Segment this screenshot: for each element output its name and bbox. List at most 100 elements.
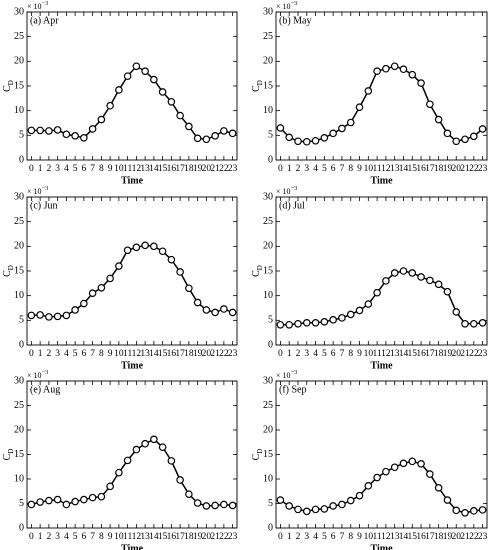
data-point: [202, 135, 211, 144]
y-axis-label: CD: [2, 265, 14, 277]
x-tick-label: 1: [287, 349, 292, 359]
data-point: [220, 500, 228, 509]
data-point: [294, 319, 302, 328]
plot-frame: [275, 380, 488, 529]
panel-title: (f) Sep: [279, 384, 307, 395]
data-point: [461, 135, 469, 144]
x-tick-label: 4: [313, 164, 318, 174]
data-point: [399, 459, 408, 468]
y-label-main: C: [251, 270, 262, 277]
data-point: [167, 97, 176, 106]
x-tick-label: 13: [390, 532, 400, 542]
x-tick-label: 12: [132, 164, 142, 174]
data-point: [276, 320, 285, 329]
x-tick-label: 10: [114, 164, 124, 174]
data-point: [193, 298, 202, 307]
data-point: [185, 490, 193, 498]
data-point: [434, 280, 443, 289]
data-point: [80, 299, 88, 308]
y-tick-label: 20: [263, 241, 273, 252]
y-label-sub: D: [7, 80, 15, 85]
x-tick-label: 17: [425, 349, 435, 359]
x-tick-label: 15: [408, 349, 418, 359]
data-point: [302, 318, 311, 327]
data-point: [329, 502, 337, 510]
y-tick-label: 30: [263, 191, 273, 202]
x-axis-label: Time: [121, 175, 144, 186]
data-point: [71, 132, 79, 140]
x-tick-label: 4: [64, 164, 69, 174]
x-tick-label: 23: [478, 532, 488, 542]
data-point: [364, 87, 373, 95]
x-tick-label: 7: [340, 532, 345, 542]
x-tick-label: 23: [228, 532, 238, 542]
x-tick-label: 17: [425, 532, 435, 542]
x-tick-label: 7: [340, 164, 345, 174]
y-tick-label: 0: [19, 339, 24, 350]
data-point: [132, 445, 141, 454]
y-tick-label: 0: [268, 154, 273, 165]
x-tick-label: 17: [175, 164, 185, 174]
data-point: [329, 316, 337, 324]
data-point: [329, 129, 337, 138]
scale-base: × 10: [27, 371, 42, 380]
y-tick-label: 15: [263, 80, 273, 91]
data-point: [302, 137, 311, 146]
x-tick-label: 6: [331, 164, 336, 174]
x-tick-label: 7: [90, 164, 95, 174]
data-point: [399, 267, 408, 275]
data-line: [280, 270, 483, 326]
x-tick-label: 3: [304, 349, 309, 359]
y-tick-label: 25: [14, 400, 24, 411]
y-tick-label: 20: [14, 424, 24, 435]
data-point: [158, 247, 167, 256]
y-tick-label: 0: [19, 522, 24, 533]
data-point: [373, 288, 381, 297]
data-point: [311, 318, 320, 327]
x-tick-label: 18: [184, 349, 194, 359]
y-tick-label: 30: [14, 6, 24, 17]
x-tick-label: 19: [193, 349, 203, 359]
data-point: [71, 497, 79, 506]
data-point: [390, 62, 399, 71]
data-point: [285, 502, 293, 510]
data-point: [382, 64, 390, 73]
x-tick-label: 6: [331, 349, 336, 359]
x-tick-label: 5: [322, 349, 327, 359]
y-tick-label: 0: [19, 154, 24, 165]
scale-base: × 10: [276, 2, 291, 11]
data-point: [399, 65, 408, 74]
x-tick-label: 4: [313, 532, 318, 542]
data-point: [434, 484, 443, 492]
x-tick-label: 12: [381, 532, 391, 542]
x-tick-label: 13: [390, 164, 400, 174]
x-tick-label: 2: [296, 349, 301, 359]
x-tick-label: 0: [29, 164, 34, 174]
x-tick-label: 12: [381, 164, 391, 174]
x-axis-label: Time: [121, 360, 144, 371]
y-tick-label: 30: [263, 375, 273, 386]
y-tick-label: 10: [263, 473, 273, 484]
data-point: [220, 127, 228, 135]
data-point: [408, 457, 417, 466]
data-line: [31, 438, 233, 507]
x-tick-label: 6: [82, 164, 87, 174]
x-tick-label: 11: [123, 349, 132, 359]
data-point: [88, 493, 97, 502]
x-tick-label: 19: [193, 532, 203, 542]
y-tick-label: 15: [14, 80, 24, 91]
data-point: [97, 283, 106, 292]
data-point: [167, 457, 176, 465]
x-tick-label: 18: [184, 164, 194, 174]
data-point: [452, 506, 461, 515]
x-tick-label: 8: [99, 532, 104, 542]
data-point: [382, 277, 390, 285]
x-tick-label: 11: [123, 164, 132, 174]
x-tick-label: 4: [64, 532, 69, 542]
x-tick-label: 10: [114, 532, 124, 542]
data-point: [355, 491, 364, 500]
x-tick-label: 8: [348, 349, 353, 359]
x-tick-label: 19: [443, 164, 453, 174]
data-point: [276, 496, 285, 504]
